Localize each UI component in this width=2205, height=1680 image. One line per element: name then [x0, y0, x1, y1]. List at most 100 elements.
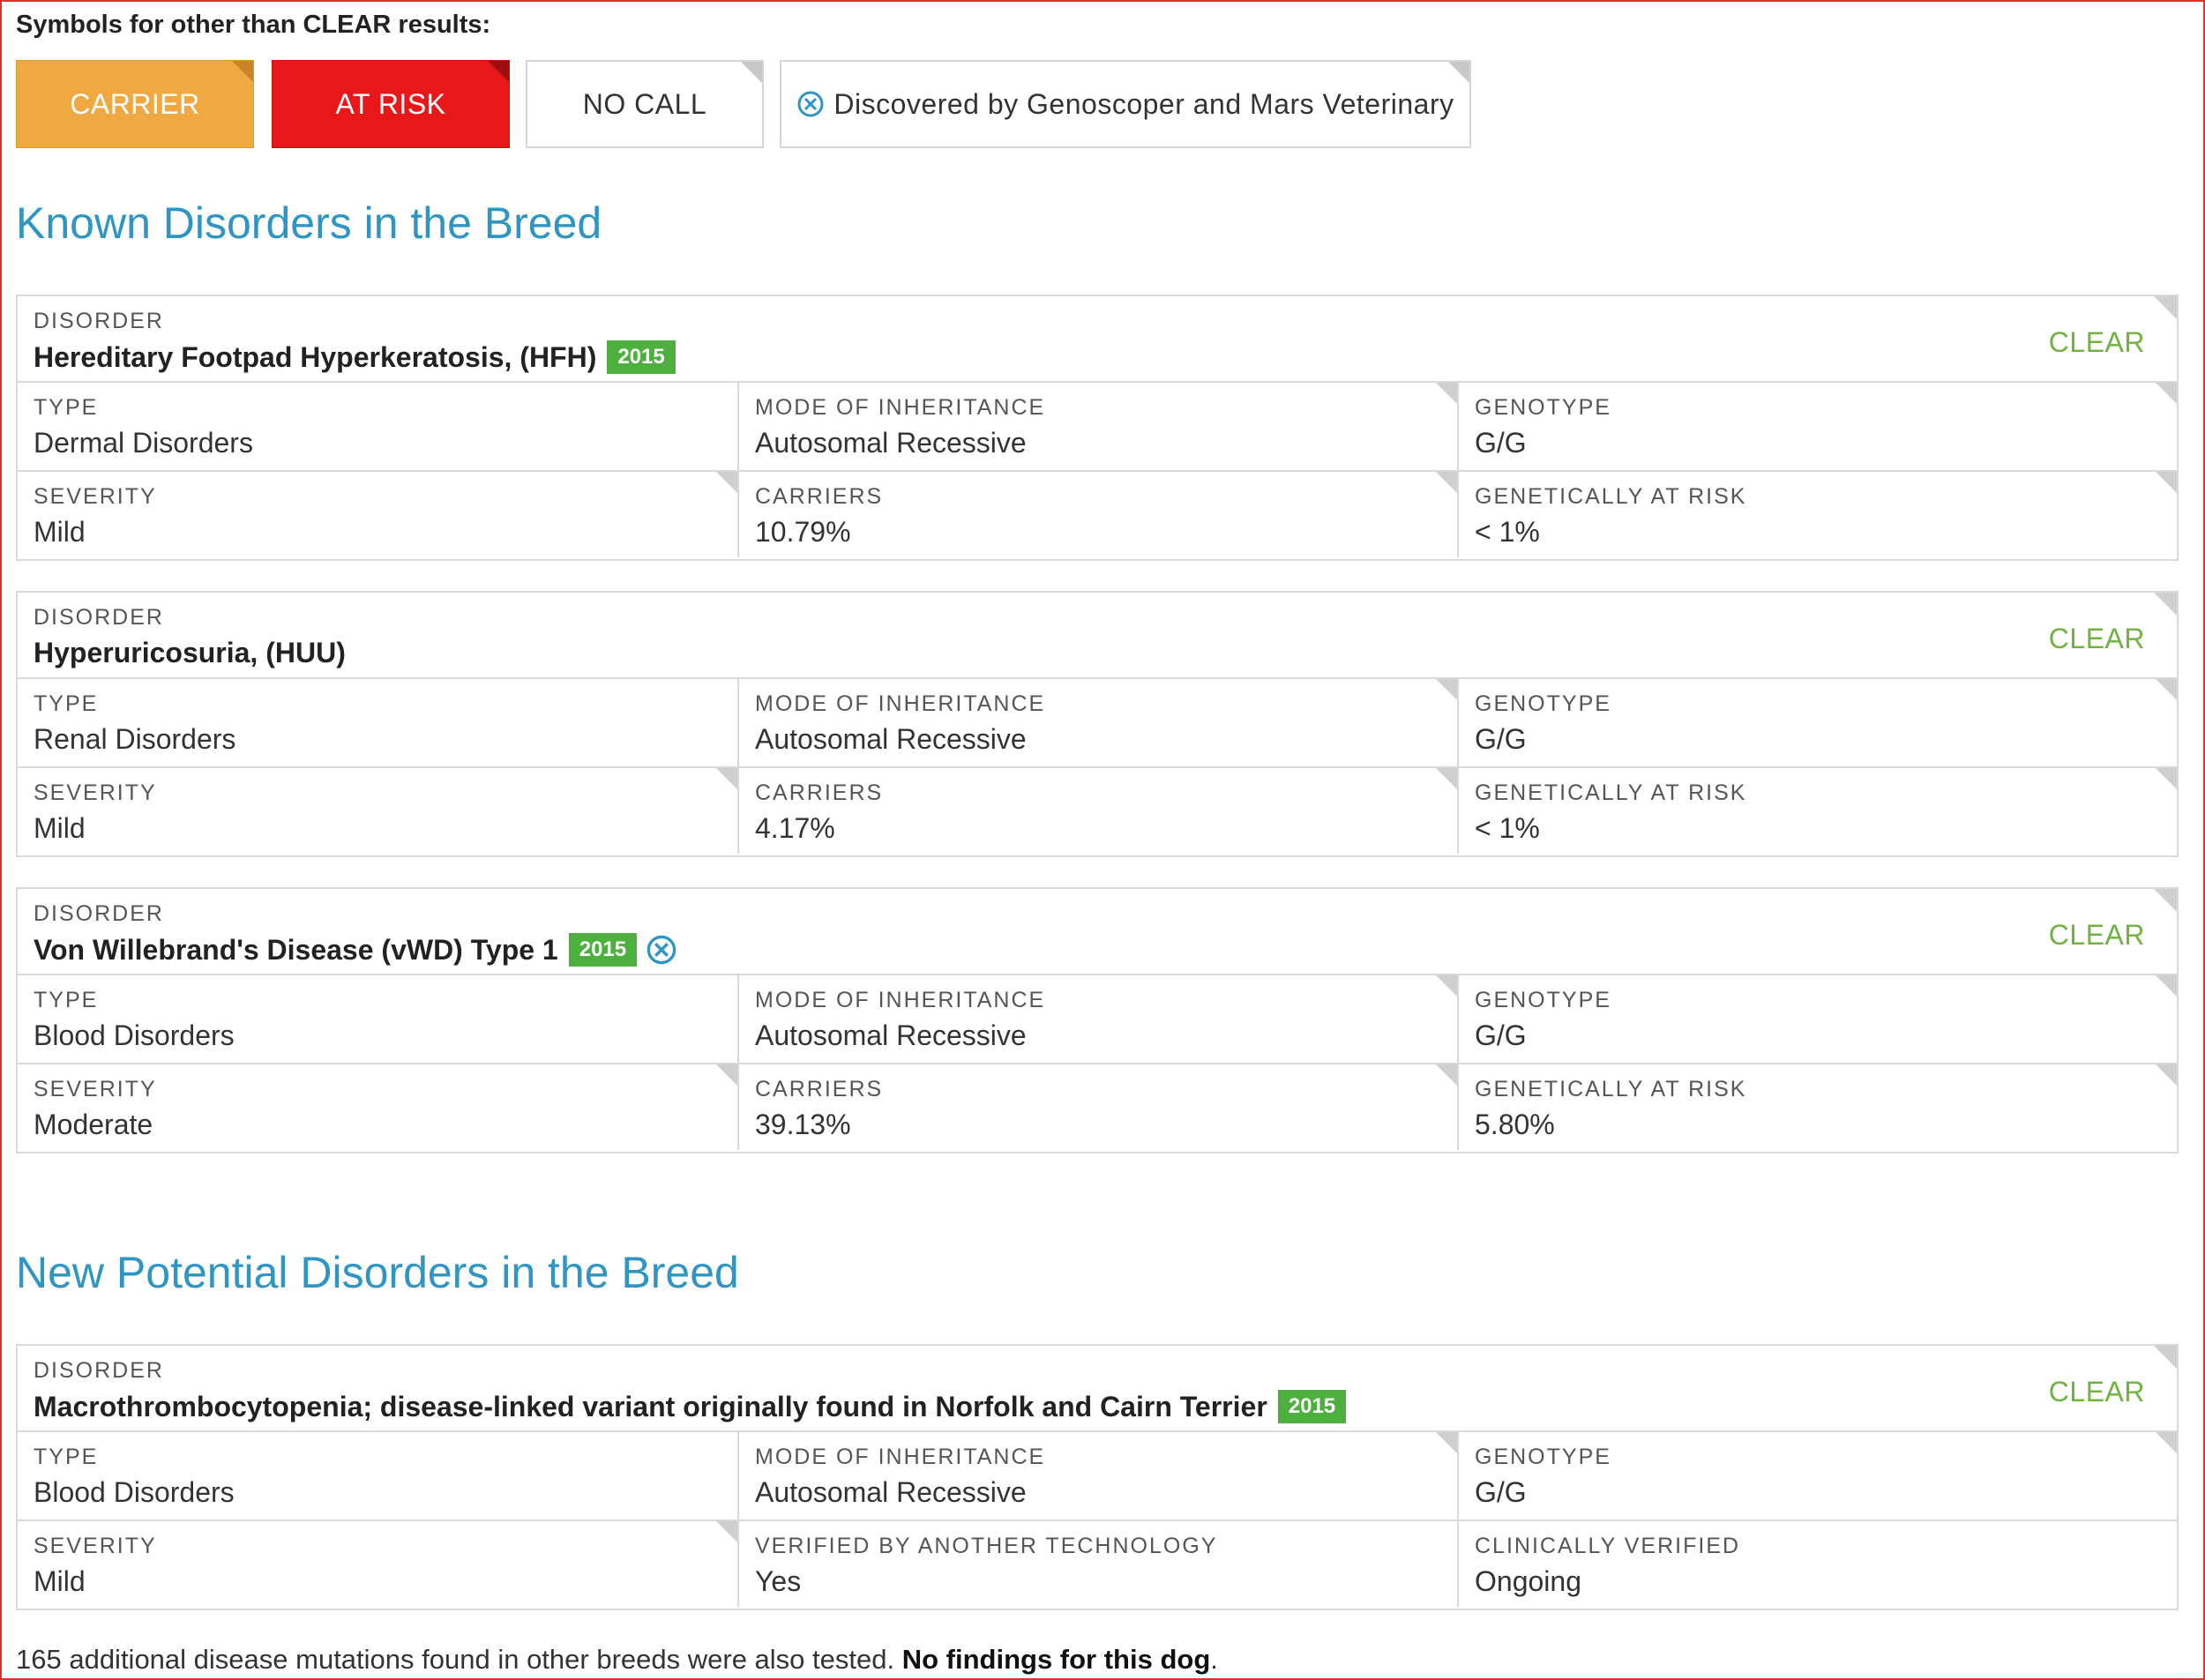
- corner-triangle-icon: [488, 61, 509, 82]
- type-cell: TYPE Renal Disorders: [18, 679, 737, 766]
- genotype-cell: GENOTYPE G/G: [1457, 1432, 2177, 1519]
- status-clear: CLEAR: [2048, 1376, 2145, 1407]
- type-label: TYPE: [34, 988, 99, 1012]
- at-risk-cell: GENETICALLY AT RISK < 1%: [1457, 472, 2177, 557]
- verified-other-value: Yes: [755, 1565, 802, 1597]
- corner-triangle-icon: [1436, 1432, 1457, 1453]
- corner-triangle-icon: [1436, 975, 1457, 997]
- legend-carrier: CARRIER: [16, 60, 254, 148]
- mode-label: MODE OF INHERITANCE: [755, 691, 1046, 716]
- carriers-value: 4.17%: [755, 812, 835, 844]
- severity-value: Mild: [34, 516, 86, 548]
- disorder-row: SEVERITY Mild VERIFIED BY ANOTHER TECHNO…: [18, 1519, 2177, 1607]
- corner-triangle-icon: [2156, 1064, 2177, 1086]
- carriers-value: 10.79%: [755, 516, 851, 548]
- type-value: Renal Disorders: [34, 723, 236, 755]
- disorder-name-text: Macrothrombocytopenia; disease-linked va…: [34, 1390, 1267, 1422]
- disorder-name: Hyperuricosuria, (HUU): [34, 637, 346, 669]
- genotype-value: G/G: [1475, 427, 1527, 459]
- carriers-label: CARRIERS: [755, 780, 884, 805]
- corner-triangle-icon: [1436, 1064, 1457, 1086]
- disorder-name: Von Willebrand's Disease (vWD) Type 1 20…: [34, 933, 677, 967]
- corner-triangle-icon: [2154, 1346, 2177, 1369]
- disorder-name-text: Hereditary Footpad Hyperkeratosis, (HFH): [34, 340, 597, 373]
- at-risk-label: GENETICALLY AT RISK: [1475, 484, 1747, 509]
- legend-at-risk-label: AT RISK: [335, 87, 446, 120]
- severity-label: SEVERITY: [34, 484, 157, 509]
- type-label: TYPE: [34, 691, 99, 716]
- severity-value: Moderate: [34, 1109, 153, 1140]
- discovered-icon: [797, 91, 824, 117]
- disorder-row: TYPE Renal Disorders MODE OF INHERITANCE…: [18, 679, 2177, 766]
- carriers-cell: CARRIERS 10.79%: [737, 472, 1457, 557]
- mode-value: Autosomal Recessive: [755, 1476, 1027, 1508]
- genotype-label: GENOTYPE: [1475, 988, 1611, 1012]
- genotype-cell: GENOTYPE G/G: [1457, 679, 2177, 766]
- mode-cell: MODE OF INHERITANCE Autosomal Recessive: [737, 975, 1457, 1063]
- carriers-cell: CARRIERS 4.17%: [737, 768, 1457, 854]
- corner-triangle-icon: [232, 61, 253, 82]
- type-value: Dermal Disorders: [34, 427, 253, 459]
- disorder-label: DISORDER: [34, 901, 164, 926]
- disorder-row: TYPE Dermal Disorders MODE OF INHERITANC…: [18, 383, 2177, 470]
- disorder-row: TYPE Blood Disorders MODE OF INHERITANCE…: [18, 975, 2177, 1063]
- severity-label: SEVERITY: [34, 780, 157, 805]
- mode-cell: MODE OF INHERITANCE Autosomal Recessive: [737, 383, 1457, 470]
- corner-triangle-icon: [1436, 679, 1457, 700]
- mode-label: MODE OF INHERITANCE: [755, 1445, 1046, 1469]
- legend-discovered-label: Discovered by Genoscoper and Mars Veteri…: [833, 87, 1454, 120]
- severity-cell: SEVERITY Mild: [18, 768, 737, 854]
- at-risk-label: GENETICALLY AT RISK: [1475, 780, 1747, 805]
- mode-label: MODE OF INHERITANCE: [755, 988, 1046, 1012]
- genotype-value: G/G: [1475, 1476, 1527, 1508]
- severity-value: Mild: [34, 812, 86, 844]
- severity-cell: SEVERITY Mild: [18, 472, 737, 557]
- disorder-card: DISORDER Hereditary Footpad Hyperkeratos…: [16, 295, 2179, 561]
- disorder-row: SEVERITY Mild CARRIERS 4.17% GENETICALLY…: [18, 766, 2177, 854]
- footer-bold: No findings for this dog: [901, 1644, 1211, 1675]
- corner-triangle-icon: [2156, 768, 2177, 789]
- disorder-row: SEVERITY Moderate CARRIERS 39.13% GENETI…: [18, 1063, 2177, 1150]
- severity-value: Mild: [34, 1565, 86, 1597]
- genotype-cell: GENOTYPE G/G: [1457, 383, 2177, 470]
- corner-triangle-icon: [1436, 472, 1457, 493]
- severity-label: SEVERITY: [34, 1534, 157, 1558]
- disorder-header: DISORDER Macrothrombocytopenia; disease-…: [18, 1346, 2177, 1432]
- mode-label: MODE OF INHERITANCE: [755, 395, 1046, 420]
- new-disorders-title: New Potential Disorders in the Breed: [16, 1248, 739, 1297]
- type-label: TYPE: [34, 395, 99, 420]
- at-risk-value: 5.80%: [1475, 1109, 1555, 1140]
- at-risk-value: < 1%: [1475, 812, 1540, 844]
- corner-triangle-icon: [1436, 768, 1457, 789]
- legend-discovered: Discovered by Genoscoper and Mars Veteri…: [780, 60, 1471, 148]
- disorder-name: Hereditary Footpad Hyperkeratosis, (HFH)…: [34, 340, 676, 374]
- at-risk-value: < 1%: [1475, 516, 1540, 548]
- genotype-label: GENOTYPE: [1475, 691, 1611, 716]
- type-value: Blood Disorders: [34, 1476, 235, 1508]
- corner-triangle-icon: [2156, 383, 2177, 404]
- corner-triangle-icon: [716, 472, 737, 493]
- type-cell: TYPE Blood Disorders: [18, 1432, 737, 1519]
- footer-text: 165 additional disease mutations found i…: [16, 1644, 895, 1675]
- disorder-name-text: Von Willebrand's Disease (vWD) Type 1: [34, 933, 558, 966]
- mode-cell: MODE OF INHERITANCE Autosomal Recessive: [737, 1432, 1457, 1519]
- severity-cell: SEVERITY Moderate: [18, 1064, 737, 1150]
- severity-label: SEVERITY: [34, 1077, 157, 1101]
- severity-cell: SEVERITY Mild: [18, 1521, 737, 1607]
- disorder-card: DISORDER Macrothrombocytopenia; disease-…: [16, 1344, 2179, 1610]
- mode-value: Autosomal Recessive: [755, 427, 1027, 459]
- carriers-label: CARRIERS: [755, 484, 884, 509]
- mode-cell: MODE OF INHERITANCE Autosomal Recessive: [737, 679, 1457, 766]
- mode-value: Autosomal Recessive: [755, 723, 1027, 755]
- disorder-label: DISORDER: [34, 1358, 164, 1383]
- genotype-value: G/G: [1475, 1019, 1527, 1051]
- corner-triangle-icon: [741, 62, 762, 83]
- carriers-value: 39.13%: [755, 1109, 851, 1140]
- corner-triangle-icon: [2156, 472, 2177, 493]
- at-risk-cell: GENETICALLY AT RISK < 1%: [1457, 768, 2177, 854]
- genotype-label: GENOTYPE: [1475, 1445, 1611, 1469]
- disorder-header: DISORDER Hyperuricosuria, (HUU) CLEAR: [18, 593, 2177, 679]
- corner-triangle-icon: [716, 1521, 737, 1542]
- legend-at-risk: AT RISK: [272, 60, 510, 148]
- disorder-header: DISORDER Von Willebrand's Disease (vWD) …: [18, 889, 2177, 975]
